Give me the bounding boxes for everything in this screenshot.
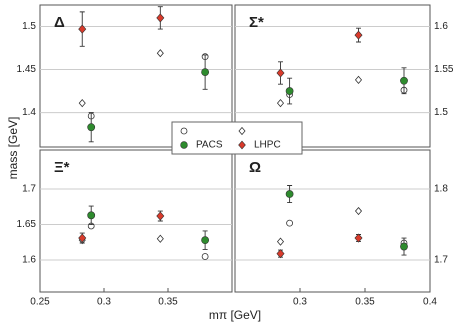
data-point <box>285 190 294 198</box>
data-point <box>156 211 165 221</box>
panel <box>39 149 233 293</box>
data-point <box>78 233 87 243</box>
open-marker <box>354 206 363 216</box>
panel-title: Ω <box>249 159 261 176</box>
y-tick-label: 1.55 <box>434 64 454 75</box>
data-point <box>201 68 210 77</box>
data-point <box>276 249 285 259</box>
open-marker <box>156 234 164 243</box>
panel-title: Ξ* <box>54 159 70 176</box>
y-tick-label: 1.5 <box>434 107 448 118</box>
x-axis-label: mπ [GeV] <box>209 308 261 322</box>
panel <box>234 149 431 293</box>
y-axis-label: mass [GeV] <box>6 117 20 180</box>
y-tick-label: 1.65 <box>17 219 37 230</box>
y-tick-label: 1.6 <box>434 21 448 32</box>
data-point <box>156 13 165 23</box>
open-marker <box>354 75 363 84</box>
legend-label: LHPC <box>254 140 281 151</box>
legend <box>171 121 303 155</box>
data-point <box>354 30 363 40</box>
data-point <box>400 242 408 251</box>
y-tick-label: 1.6 <box>22 255 36 266</box>
open-marker <box>78 98 86 108</box>
y-tick-label: 1.45 <box>17 64 37 75</box>
data-point <box>87 211 96 220</box>
panel-title: Σ* <box>249 14 264 31</box>
y-tick-label: 1.7 <box>22 184 36 195</box>
legend-open-marker <box>180 127 188 135</box>
y-tick-label: 1.8 <box>434 184 448 195</box>
open-marker <box>276 98 285 108</box>
data-point <box>354 233 363 243</box>
legend-marker <box>238 140 246 150</box>
x-tick-label: 0.3 <box>293 297 307 308</box>
x-tick-label: 0.25 <box>30 297 50 308</box>
data-point <box>276 68 285 78</box>
open-marker <box>286 219 294 227</box>
legend-open-marker <box>238 126 246 136</box>
x-tick-label: 0.3 <box>97 297 111 308</box>
data-point <box>201 236 210 245</box>
open-marker <box>276 237 285 246</box>
legend-label: PACS <box>196 140 223 151</box>
x-tick-label: 0.4 <box>423 297 437 308</box>
x-tick-label: 0.35 <box>158 297 178 308</box>
open-marker <box>156 49 164 58</box>
data-point <box>400 76 408 85</box>
y-tick-label: 1.7 <box>434 255 448 266</box>
open-marker <box>201 253 209 260</box>
panel-title: Δ <box>54 14 65 31</box>
data-point <box>78 24 87 34</box>
data-point <box>87 123 96 132</box>
y-tick-label: 1.5 <box>22 21 36 32</box>
legend-marker <box>180 141 188 149</box>
data-point <box>285 87 294 95</box>
y-tick-label: 1.4 <box>22 107 36 118</box>
x-tick-label: 0.35 <box>355 297 375 308</box>
